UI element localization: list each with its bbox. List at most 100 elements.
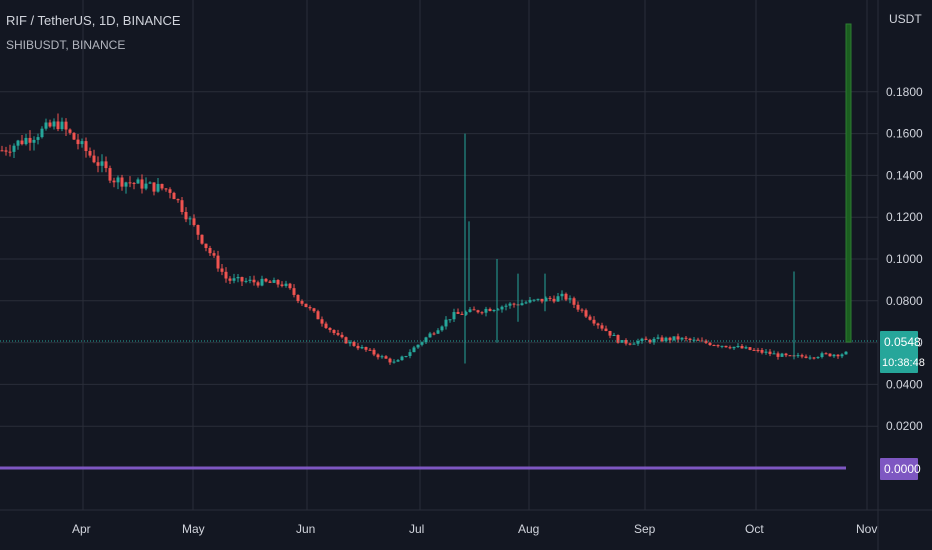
chart-title: RIF / TetherUS, 1D, BINANCE [6,13,181,28]
candle-body [644,338,648,340]
candle-body [572,298,576,305]
candle-body [392,361,396,363]
candle-body [144,183,148,189]
candle-body [568,298,572,300]
candle-body [784,353,788,356]
candle-body [184,211,188,220]
candle-body [16,140,20,146]
candle-body [636,341,640,344]
y-tick-label: 0.0800 [886,294,923,308]
candle-body [632,343,636,345]
candle-body [228,278,232,281]
candle-body [4,150,8,152]
candle-body [552,298,556,302]
candle-body [836,354,840,357]
candle-body [380,356,384,358]
candle-body [132,182,136,184]
candle-body [740,345,744,349]
candle-body [692,339,696,341]
candle-body [484,308,488,313]
candle-body [68,129,72,133]
candle-body [760,349,764,353]
candle-body [220,268,224,272]
candle-body [420,342,424,345]
candle-body [728,347,732,349]
candle-body [616,335,620,343]
y-tick-label: 0.1800 [886,85,923,99]
candle-body [776,353,780,357]
candle-body [440,326,444,331]
candle-body [340,334,344,338]
candle-body [284,283,288,286]
candle-body [744,347,748,349]
countdown-timer: 10:38:48 [882,357,925,369]
candle-body [332,330,336,334]
candle-body [704,340,708,343]
candle-body [416,344,420,348]
candle-body [748,347,752,350]
candle-body [120,177,124,187]
candle-body [628,343,632,345]
candle-body [584,310,588,317]
candle-body [444,319,448,327]
candle-body [756,349,760,351]
candle-body [680,337,684,340]
candle-body [664,337,668,342]
candle-body [724,345,728,348]
candle-body [164,188,168,190]
candle-body [712,345,716,347]
candle-body [448,319,452,321]
candle-body [100,161,104,166]
candle-body [640,338,644,342]
candle-body [504,305,508,307]
price-axis[interactable]: 0.02000.04000.06000.08000.10000.12000.14… [886,85,923,433]
candle-body [544,297,548,302]
candle-body [412,347,416,353]
candle-body [696,339,700,341]
candle-body [596,323,600,326]
candle-body [608,330,612,336]
overlay-value-badge [880,458,918,480]
candle-body [300,301,304,304]
candle-body [376,354,380,358]
x-tick-label: May [182,522,205,536]
candle-body [72,132,76,140]
candle-body [260,278,264,286]
candle-body [468,309,472,313]
candle-body [160,183,164,189]
candle-body [460,313,464,315]
candle-body [688,338,692,341]
candle-body [176,199,180,201]
candle-body [492,309,496,312]
candle-body [292,288,296,295]
candle-body [324,323,328,328]
y-tick-label: 0.1200 [886,210,923,224]
candle-body [560,293,564,297]
candle-body [76,139,80,145]
candle-body [96,162,100,166]
candle-body [604,328,608,331]
candle-body [772,353,776,355]
candle-body [276,279,280,285]
candle-body [720,345,724,347]
candle-body [308,307,312,309]
price-unit: USDT [889,12,922,26]
x-tick-label: Oct [745,522,764,536]
time-axis[interactable]: Apr May Jun Jul Aug Sep Oct Nov [72,522,877,536]
candle-body [540,298,544,302]
candle-body [708,342,712,346]
candle-body [404,356,408,358]
candle-body [108,168,112,181]
candle-body [524,302,528,304]
candle-body [512,303,516,305]
candle-body [124,182,128,187]
candle-body [520,303,524,306]
candle-body [248,279,252,281]
candle-body [224,271,228,279]
candle-body [296,294,300,302]
candle-body [396,360,400,362]
y-tick-label: 0.1000 [886,252,923,266]
candle-body [232,278,236,281]
candle-body [140,179,144,189]
